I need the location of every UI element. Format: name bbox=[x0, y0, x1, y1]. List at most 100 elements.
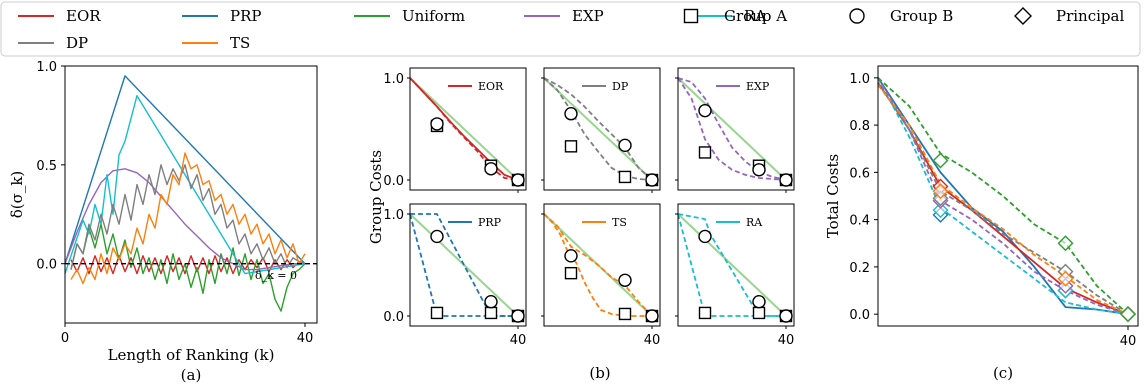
group-a-marker bbox=[484, 306, 498, 320]
group-b-marker bbox=[511, 173, 525, 187]
subplot-prp: PRP 1.0 0.0 40 bbox=[383, 203, 527, 348]
group-b-marker bbox=[430, 117, 444, 131]
group-b-line bbox=[543, 213, 653, 317]
group-b-marker bbox=[511, 309, 525, 323]
group-b-marker bbox=[564, 249, 578, 263]
y-tick-label: 0.0 bbox=[383, 174, 404, 189]
group-b-marker bbox=[484, 295, 498, 309]
y-tick-label: 1.0 bbox=[383, 208, 404, 223]
y-tick-label: 0.6 bbox=[849, 166, 870, 181]
legend-label-eor: EOR bbox=[66, 7, 101, 25]
line-ts bbox=[877, 84, 1129, 316]
delta-annotation: δ_k = 0 bbox=[255, 269, 297, 282]
legend-diamond-marker bbox=[1014, 7, 1032, 25]
line-eor bbox=[877, 82, 1129, 316]
group-b-line bbox=[677, 77, 787, 181]
legend-square-marker bbox=[683, 8, 699, 24]
uniform-reference-line bbox=[409, 77, 519, 181]
group-a-marker bbox=[430, 306, 444, 320]
legend-label-uniform: Uniform bbox=[402, 7, 465, 25]
legend-label-ts: TS bbox=[230, 34, 250, 52]
group-b-marker bbox=[618, 138, 632, 153]
group-b-marker bbox=[645, 173, 659, 187]
principal-marker-ra bbox=[932, 202, 949, 219]
plot-frame bbox=[64, 65, 318, 324]
legend-box bbox=[0, 1, 1141, 57]
uniform-reference-line bbox=[677, 213, 787, 317]
group-a-marker bbox=[564, 266, 578, 280]
x-tick-label: 40 bbox=[644, 333, 661, 348]
subplot-frame bbox=[409, 203, 527, 327]
panel-legend-label: EOR bbox=[478, 80, 504, 93]
uniform-reference-line bbox=[677, 77, 787, 181]
subplot-frame bbox=[543, 203, 661, 327]
y-axis-label: Group Costs bbox=[367, 150, 385, 244]
group-b-marker bbox=[698, 103, 712, 118]
principal-marker-uniform bbox=[1120, 306, 1136, 323]
group-b-line bbox=[410, 213, 518, 317]
legend-label-principal: Principal bbox=[1056, 7, 1124, 25]
group-b-marker bbox=[752, 163, 766, 177]
principal-marker-ts bbox=[1057, 270, 1074, 287]
chart-a: δ_k = 0 0 40 0.0 0.5 1.0 Length of Ranking (k)… bbox=[8, 60, 318, 384]
line-dp bbox=[877, 82, 1129, 315]
subplot-frame bbox=[677, 203, 795, 327]
x-tick-label: 0 bbox=[61, 331, 69, 346]
chart-c: 0.0 0.2 0.4 0.6 0.8 1.0 40 Total Costs (c) bbox=[824, 65, 1139, 382]
y-tick-label: 0.0 bbox=[849, 308, 870, 323]
group-a-marker bbox=[618, 170, 632, 184]
group-a-marker bbox=[618, 307, 632, 321]
line-uniform bbox=[877, 77, 1129, 315]
y-tick-label: 0.4 bbox=[849, 214, 870, 229]
group-a-marker bbox=[752, 306, 766, 320]
x-tick-label: 40 bbox=[510, 333, 527, 348]
line-prp bbox=[877, 77, 1129, 316]
y-tick-label: 1.0 bbox=[849, 72, 870, 87]
legend-label-exp: EXP bbox=[572, 7, 604, 25]
subplot-dp: DP bbox=[541, 67, 661, 193]
y-tick-label: 1.0 bbox=[383, 72, 404, 87]
y-tick-label: 0.0 bbox=[383, 310, 404, 325]
caption-a: (a) bbox=[181, 366, 202, 384]
group-b-marker bbox=[430, 229, 444, 244]
y-axis-label: δ(σ_k) bbox=[8, 171, 26, 219]
legend-label-group-b: Group B bbox=[890, 7, 953, 25]
group-a-line bbox=[543, 77, 653, 181]
group-a-marker bbox=[698, 306, 712, 320]
panel-legend-label: TS bbox=[612, 216, 627, 229]
group-a-marker bbox=[564, 140, 578, 153]
subplot-eor: EOR 1.0 0.0 bbox=[383, 67, 527, 193]
line-exp bbox=[64, 168, 305, 271]
chart-b: EOR 1.0 0.0 DP EXP PRP 1.0 0.0 40 TS 40 RA 40 Group C… bbox=[367, 67, 795, 382]
subplot-frame bbox=[543, 67, 661, 191]
x-tick-label: 40 bbox=[297, 331, 314, 346]
y-tick-label: 0.0 bbox=[36, 258, 57, 273]
x-axis-label: Length of Ranking (k) bbox=[108, 346, 275, 364]
panel-legend-label: PRP bbox=[478, 216, 502, 229]
group-a-marker bbox=[698, 146, 712, 159]
y-axis-label: Total Costs bbox=[824, 154, 842, 238]
y-tick-label: 1.0 bbox=[36, 60, 57, 75]
panel-legend-label: DP bbox=[612, 80, 629, 93]
group-b-marker bbox=[779, 173, 793, 187]
line-ra bbox=[877, 77, 1129, 316]
plot-frame bbox=[877, 65, 1139, 327]
subplot-exp: EXP bbox=[675, 67, 795, 193]
group-b-line bbox=[543, 77, 653, 181]
group-b-marker bbox=[618, 273, 632, 287]
caption-b: (b) bbox=[589, 364, 610, 382]
group-b-marker bbox=[698, 229, 712, 244]
line-prp bbox=[64, 75, 306, 265]
subplot-ra: RA 40 bbox=[675, 203, 795, 348]
group-b-marker bbox=[645, 309, 659, 323]
line-exp bbox=[877, 77, 1129, 316]
principal-marker-uniform bbox=[932, 152, 949, 169]
line-ts bbox=[70, 152, 306, 285]
group-b-marker bbox=[484, 162, 498, 176]
legend-label-group-a: Group A bbox=[724, 7, 787, 25]
caption-c: (c) bbox=[993, 364, 1013, 382]
group-b-marker bbox=[779, 309, 793, 323]
line-ra bbox=[64, 94, 306, 275]
legend-label-ra: RA bbox=[744, 7, 766, 25]
